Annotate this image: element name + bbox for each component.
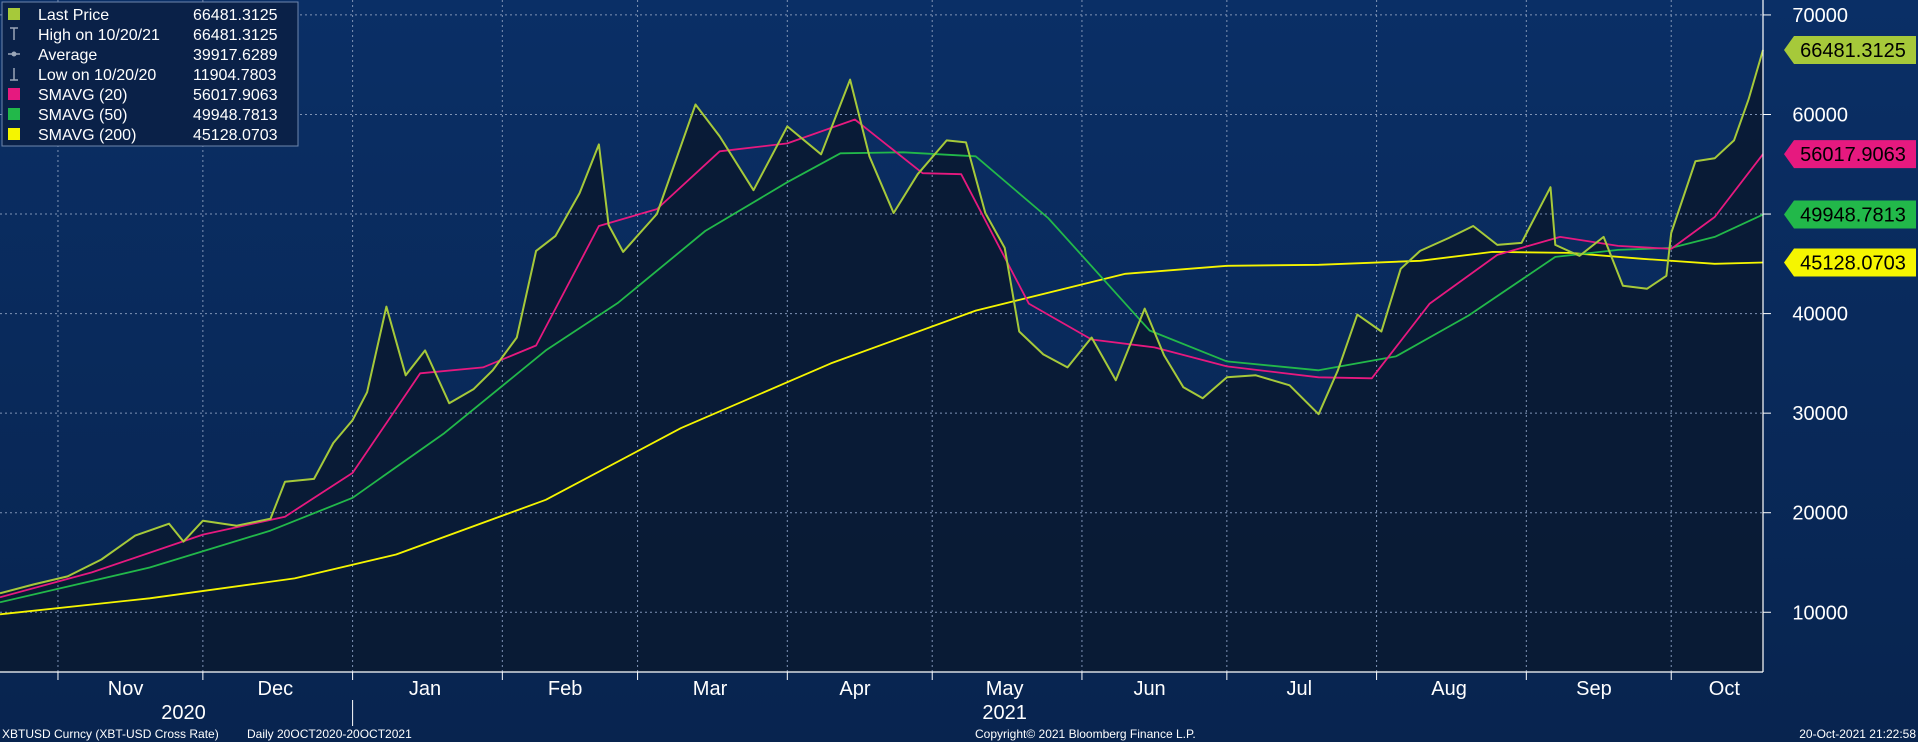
series-line-last-price: [0, 49, 1764, 595]
x-month-label: Jul: [1287, 678, 1313, 700]
y-tick-label: 30000: [1792, 403, 1848, 425]
x-month-label: Jan: [409, 678, 441, 700]
legend-value: 39917.6289: [193, 47, 278, 64]
x-month-label: May: [986, 678, 1024, 700]
end-value-tag: [1784, 35, 1916, 64]
price-area-fill: [0, 50, 1763, 672]
x-month-label: Sep: [1576, 678, 1612, 700]
footer-timestamp: 20-Oct-2021 21:22:58: [1799, 727, 1916, 741]
end-value-label: 45128.0703: [1800, 253, 1906, 275]
legend-marker: [8, 8, 20, 20]
legend-marker: [8, 108, 20, 120]
x-month-label: Oct: [1709, 678, 1741, 700]
x-year-label: 2021: [982, 702, 1027, 724]
end-value-tag: [1784, 200, 1916, 229]
legend-label: Last Price: [38, 7, 109, 24]
x-month-label: Aug: [1431, 678, 1467, 700]
legend-value: 56017.9063: [193, 87, 278, 104]
y-tick-label: 20000: [1792, 503, 1848, 525]
y-tick-label: 70000: [1792, 5, 1848, 27]
legend-label: SMAVG (50): [38, 107, 128, 124]
x-month-label: Feb: [548, 678, 582, 700]
x-month-label: Mar: [693, 678, 728, 700]
end-value-label: 49948.7813: [1800, 205, 1906, 227]
series-line-smavg-20: [0, 118, 1764, 599]
y-tick-label: 60000: [1792, 104, 1848, 126]
legend-value: 66481.3125: [193, 27, 278, 44]
legend-label: SMAVG (200): [38, 127, 136, 144]
legend-label: SMAVG (20): [38, 87, 128, 104]
end-value-tag: [1784, 248, 1916, 277]
legend-value: 45128.0703: [193, 127, 278, 144]
x-year-label: 2020: [161, 702, 206, 724]
legend-value: 49948.7813: [193, 107, 278, 124]
legend-box: [1, 1, 299, 147]
legend-value: 11904.7803: [193, 67, 276, 84]
legend-label: Average: [38, 47, 97, 64]
x-month-label: Dec: [258, 678, 294, 700]
end-value-label: 66481.3125: [1800, 40, 1906, 62]
legend-label: Low on 10/20/20: [38, 67, 156, 84]
footer-ticker: XBTUSD Curncy (XBT-USD Cross Rate): [2, 727, 219, 741]
x-month-label: Nov: [108, 678, 144, 700]
end-value-tag: [1784, 140, 1916, 169]
x-month-label: Jun: [1133, 678, 1165, 700]
legend-label: High on 10/20/21: [38, 27, 160, 44]
y-tick-label: 40000: [1792, 304, 1848, 326]
end-value-label: 56017.9063: [1800, 144, 1906, 166]
legend-marker-average-dot: [11, 51, 17, 57]
legend-marker: [8, 128, 20, 140]
x-month-label: Apr: [839, 678, 870, 700]
y-tick-label: 10000: [1792, 602, 1848, 624]
legend-marker: [8, 88, 20, 100]
footer-period: Daily 20OCT2020-20OCT2021: [247, 727, 412, 741]
legend-value: 66481.3125: [193, 7, 278, 24]
series-line-smavg-200: [0, 251, 1764, 616]
footer-copyright: Copyright© 2021 Bloomberg Finance L.P.: [975, 727, 1196, 741]
